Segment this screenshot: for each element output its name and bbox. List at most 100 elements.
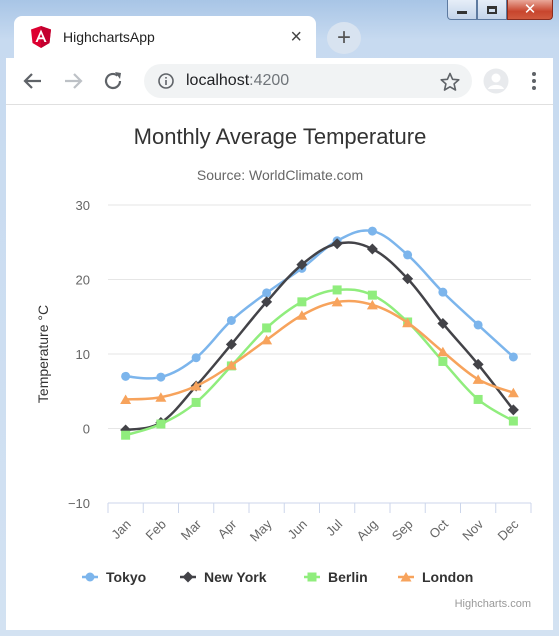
address-bar[interactable]: localhost:4200 [144,64,472,98]
x-tick-label: Apr [215,516,240,541]
data-point-berlin[interactable] [191,397,201,407]
data-point-tokyo[interactable] [403,250,413,260]
data-point-london[interactable] [155,392,167,402]
legend-item-london[interactable]: London [398,569,473,585]
data-point-tokyo[interactable] [121,371,131,381]
data-point-london[interactable] [261,334,273,345]
angular-icon [31,26,51,48]
maximize-button[interactable] [477,0,507,20]
minimize-button[interactable] [447,0,477,20]
legend-item-new-york[interactable]: New York [180,569,267,585]
x-tick-label: Dec [495,516,522,543]
y-tick-label: 30 [76,198,90,213]
y-tick-label: 0 [83,422,90,437]
legend-marker-tokyo[interactable] [85,572,95,582]
data-point-tokyo[interactable] [262,288,272,298]
data-point-new-york[interactable] [402,273,414,285]
x-tick-label: Aug [354,517,381,544]
data-point-tokyo[interactable] [438,287,448,297]
x-tick-label: May [247,516,275,544]
page-content: Monthly Average Temperature Source: Worl… [6,105,553,630]
data-point-tokyo[interactable] [367,226,377,236]
series-tokyo [121,226,518,382]
x-tick-label: Feb [143,517,169,543]
url-host: localhost [186,72,250,89]
data-point-berlin[interactable] [332,285,342,295]
data-point-new-york[interactable] [225,338,237,350]
legend-label-tokyo: Tokyo [106,569,146,585]
forward-arrow-icon[interactable] [62,70,84,92]
legend-marker-berlin[interactable] [307,572,317,582]
kebab-menu-icon[interactable] [530,70,538,92]
info-icon[interactable] [158,73,174,89]
profile-avatar-icon[interactable] [483,68,509,94]
data-point-new-york[interactable] [296,259,308,271]
chart-title: Monthly Average Temperature [134,124,427,149]
data-point-new-york[interactable] [366,243,378,255]
series-london [120,296,519,404]
data-point-berlin[interactable] [367,290,377,300]
browser-toolbar: localhost:4200 [6,58,553,105]
data-point-berlin[interactable] [156,419,166,429]
window-controls: ✕ [447,0,553,22]
tab-title: HighchartsApp [63,29,155,45]
data-point-new-york[interactable] [437,317,449,329]
x-tick-label: Jul [323,516,345,538]
data-point-tokyo[interactable] [473,320,483,330]
y-axis-label: Temperature °C [35,305,51,403]
data-point-berlin[interactable] [297,297,307,307]
legend-item-berlin[interactable]: Berlin [304,569,368,585]
back-arrow-icon[interactable] [22,70,44,92]
data-point-new-york[interactable] [472,358,484,370]
browser-tab[interactable]: HighchartsApp × [14,16,316,58]
close-window-button[interactable]: ✕ [507,0,553,20]
highcharts-credits-link[interactable]: Highcharts.com [454,598,531,610]
series-new-york [120,238,519,436]
data-point-new-york[interactable] [331,238,343,250]
chart-subtitle: Source: WorldClimate.com [197,167,363,183]
data-point-tokyo[interactable] [191,353,201,363]
legend-item-tokyo[interactable]: Tokyo [82,569,146,585]
data-point-tokyo[interactable] [508,352,518,362]
data-point-berlin[interactable] [508,416,518,426]
data-point-london[interactable] [190,381,202,391]
reload-icon[interactable] [102,70,124,92]
data-point-london[interactable] [366,299,378,310]
tab-close-button[interactable]: × [290,26,302,48]
star-icon[interactable] [440,72,460,92]
data-point-london[interactable] [296,310,308,320]
series-line-london[interactable] [125,299,514,401]
maximize-icon [487,5,497,14]
legend-marker-london[interactable] [400,572,412,582]
data-point-tokyo[interactable] [156,372,166,382]
data-point-london[interactable] [507,387,519,398]
data-point-london[interactable] [402,317,414,328]
x-tick-label: Nov [459,516,486,543]
series-line-new-york[interactable] [125,241,515,432]
x-tick-label: Oct [426,516,451,541]
x-tick-label: Jun [285,517,310,542]
legend-label-berlin: Berlin [328,569,368,585]
legend-label-london: London [422,569,473,585]
x-tick-label: Mar [178,516,205,543]
data-point-new-york[interactable] [507,404,519,416]
data-point-berlin[interactable] [262,323,272,333]
data-point-london[interactable] [120,394,132,404]
data-point-berlin[interactable] [473,394,483,404]
legend-marker-new-york[interactable] [182,571,194,583]
data-point-london[interactable] [437,346,449,357]
new-tab-button[interactable]: + [327,22,361,54]
data-point-london[interactable] [472,374,484,384]
close-icon: ✕ [523,1,537,18]
data-point-berlin[interactable] [438,356,448,366]
data-point-london[interactable] [225,360,237,370]
data-point-new-york[interactable] [261,296,273,308]
data-point-london[interactable] [331,296,343,307]
x-tick-label: Sep [389,517,416,544]
data-point-berlin[interactable] [121,430,131,440]
data-point-tokyo[interactable] [226,315,236,325]
url-port: :4200 [249,72,290,89]
y-tick-label: 20 [76,273,90,288]
